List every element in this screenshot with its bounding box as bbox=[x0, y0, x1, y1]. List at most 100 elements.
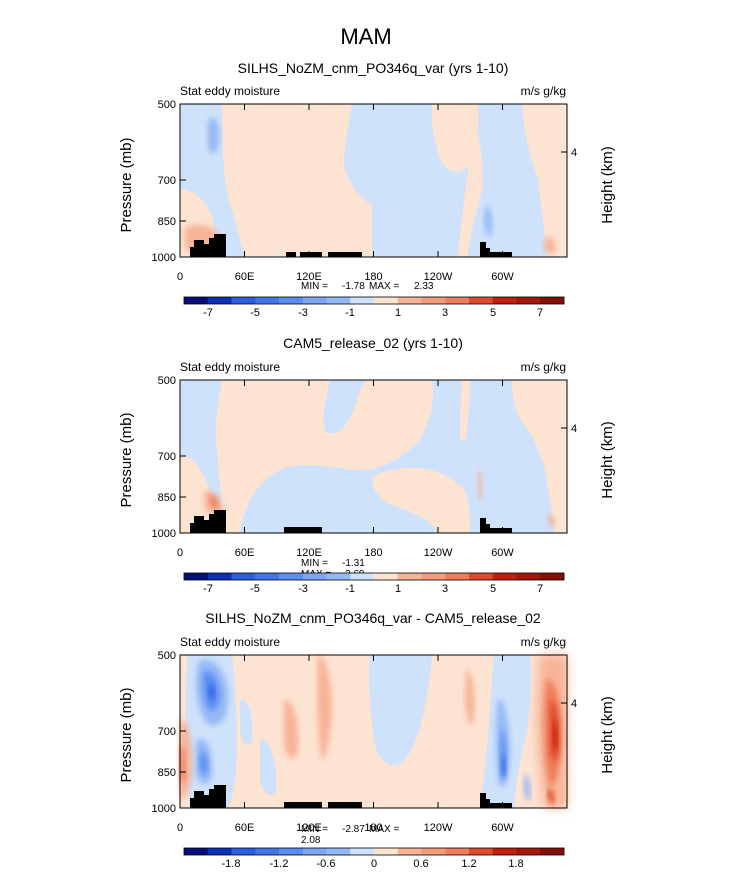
panel-1-xtick-label: 120W bbox=[424, 271, 453, 283]
panel-1-neg-region bbox=[207, 117, 220, 154]
panel-3-right-label: m/s g/kg bbox=[521, 635, 566, 649]
panel-3-pos-region bbox=[553, 720, 558, 750]
panel-3-colorbar-label: -0.6 bbox=[317, 858, 336, 870]
panel-3-colorbar-label: 1.8 bbox=[508, 858, 523, 870]
panel-2-colorbar-swatch bbox=[492, 573, 517, 580]
panel-3-colorbar-swatch bbox=[255, 848, 280, 855]
panel-3-plot bbox=[179, 654, 568, 809]
panel-2-land-mass bbox=[284, 527, 322, 533]
panel-3-neg-region bbox=[260, 739, 277, 796]
panel-1-colorbar: -7 -5 -3 -1 1 3 5 7 bbox=[183, 296, 565, 319]
panel-1-colorbar-swatch bbox=[207, 297, 232, 304]
panel-2-colorbar-swatch bbox=[516, 573, 541, 580]
panel-3-colorbar-swatch bbox=[350, 848, 375, 855]
panel-1-colorbar-swatch bbox=[350, 297, 375, 304]
panel-1-land-mass bbox=[286, 252, 296, 257]
panel-1-min-value: -1.78 bbox=[342, 281, 365, 292]
panel-3-colorbar-label: -1.8 bbox=[222, 858, 241, 870]
panel-1-max-label: MAX = bbox=[369, 281, 399, 292]
panel-2-pos-region bbox=[215, 380, 434, 533]
panel-3-neg-region bbox=[199, 751, 208, 776]
panel-3-colorbar-swatch bbox=[184, 848, 209, 855]
panel-3-colorbar-frame bbox=[183, 847, 565, 856]
panel-1-colorbar-swatches bbox=[184, 297, 565, 304]
panel-3-colorbar-swatch bbox=[231, 848, 256, 855]
panel-2-colorbar-swatch bbox=[231, 573, 256, 580]
panel-3-land-mass bbox=[480, 793, 512, 808]
panel-3-colorbar: -1.8 -1.2 -0.6 0 0.6 1.2 1.8 bbox=[183, 847, 565, 870]
panel-1-pos-region bbox=[222, 104, 372, 257]
panel-3-minmax: MIN = -2.87 MAX = 2.08 bbox=[301, 824, 399, 846]
panel-2-colorbar-swatch bbox=[350, 573, 375, 580]
panel-2-colorbar: -7 -5 -3 -1 1 3 5 7 bbox=[183, 572, 565, 595]
panel-2-colorbar-swatch bbox=[374, 573, 399, 580]
panel-1-xtick-label: 120E bbox=[296, 271, 322, 283]
panel-2-colorbar-swatch bbox=[255, 573, 280, 580]
panel-2-colorbar-swatch bbox=[302, 573, 327, 580]
panel-3-colorbar-label: 1.2 bbox=[461, 858, 476, 870]
panel-3-colorbar-swatch bbox=[279, 848, 304, 855]
panel-3-ytick-label: 700 bbox=[158, 726, 176, 738]
panel-1-colorbar-swatch bbox=[302, 297, 327, 304]
panel-1-negative-regions bbox=[207, 117, 493, 237]
panel-1-colorbar-swatch bbox=[374, 297, 399, 304]
panel-1-minmax: MIN = -1.78 MAX = 2.33 bbox=[301, 281, 434, 292]
panel-1-x-axis: 0 60E 120E 180 120W 60W bbox=[177, 104, 514, 283]
panel-2-ytick-label: 500 bbox=[158, 375, 176, 387]
panel-3-colorbar-swatch bbox=[397, 848, 422, 855]
panel-2-colorbar-swatch bbox=[421, 573, 446, 580]
panel-3-max-label: MAX = bbox=[369, 824, 399, 835]
panel-2-colorbar-swatch bbox=[397, 573, 422, 580]
panel-1-land bbox=[190, 234, 512, 257]
panel-2-right-label: m/s g/kg bbox=[521, 360, 566, 374]
panel-3-xtick-label: 180 bbox=[364, 822, 382, 834]
panel-2-ytick-label: 850 bbox=[158, 492, 176, 504]
panel-3-x-axis: 0 60E 120E 180 120W 60W bbox=[177, 655, 514, 834]
panel-2-colorbar-label: 5 bbox=[490, 583, 496, 595]
panel-1-colorbar-swatch bbox=[279, 297, 304, 304]
panel-1-colorbar-label: -5 bbox=[250, 307, 260, 319]
panel-3-y-axis: 500 700 850 1000 4 Pressure (mb) Height … bbox=[118, 650, 616, 815]
panel-2: CAM5_release_02 (yrs 1-10) Stat eddy moi… bbox=[118, 335, 616, 595]
panel-3-xtick-label: 120E bbox=[296, 822, 322, 834]
panel-1-pos-region bbox=[431, 104, 479, 172]
panel-2-min-value: -1.31 bbox=[342, 558, 365, 569]
panel-1-pos-region bbox=[250, 220, 272, 257]
panel-1-colorbar-swatch bbox=[540, 297, 565, 304]
panel-3-title: SILHS_NoZM_cnm_PO346q_var - CAM5_release… bbox=[205, 610, 541, 626]
panel-2-colorbar-label: 1 bbox=[395, 583, 401, 595]
panel-2-pos-region bbox=[512, 380, 567, 533]
panel-1-y-axis: 500 700 850 1000 4 Pressure (mb) Height … bbox=[118, 99, 616, 264]
panel-2-colorbar-swatch bbox=[279, 573, 304, 580]
panel-3-land bbox=[190, 785, 512, 808]
panel-3-colorbar-swatch bbox=[492, 848, 517, 855]
panel-2-title: CAM5_release_02 (yrs 1-10) bbox=[283, 335, 463, 351]
panel-3-neg-region bbox=[524, 774, 531, 801]
panel-1-pos-region bbox=[458, 120, 483, 257]
panel-1-left-label: Stat eddy moisture bbox=[180, 84, 280, 98]
panel-1-colorbar-label: -1 bbox=[345, 307, 355, 319]
panel-3-land-mass bbox=[284, 802, 322, 808]
panel-1-y2label: Height (km) bbox=[599, 146, 616, 224]
panel-1-pos-region bbox=[544, 237, 556, 254]
panel-2-x-axis: 0 60E 120E 180 120W 60W bbox=[177, 380, 514, 559]
panel-2-y2label: Height (km) bbox=[599, 421, 616, 499]
panel-1-land-mass bbox=[328, 252, 362, 257]
panel-2-ytick-label: 700 bbox=[158, 451, 176, 463]
panel-3-neg-region bbox=[240, 699, 253, 746]
panel-1: SILHS_NoZM_cnm_PO346q_var (yrs 1-10) Sta… bbox=[118, 60, 616, 319]
panel-1-colorbar-label: -7 bbox=[203, 307, 213, 319]
panel-1-right-label: m/s g/kg bbox=[521, 84, 566, 98]
panel-3-pos-region bbox=[284, 699, 299, 760]
panel-2-pos-region bbox=[210, 495, 218, 509]
panel-1-title: SILHS_NoZM_cnm_PO346q_var (yrs 1-10) bbox=[238, 60, 509, 76]
panel-1-colorbar-swatch bbox=[231, 297, 256, 304]
panel-2-colorbar-swatch bbox=[540, 573, 565, 580]
panel-3-colorbar-swatch bbox=[302, 848, 327, 855]
panel-2-pos-region bbox=[460, 380, 470, 440]
panel-3-ylabel: Pressure (mb) bbox=[118, 687, 135, 782]
panel-2-xtick-label: 0 bbox=[177, 547, 183, 559]
panel-2-colorbar-label: -3 bbox=[298, 583, 308, 595]
panel-3-colorbar-swatch bbox=[516, 848, 541, 855]
panel-1-min-label: MIN = bbox=[301, 281, 328, 292]
